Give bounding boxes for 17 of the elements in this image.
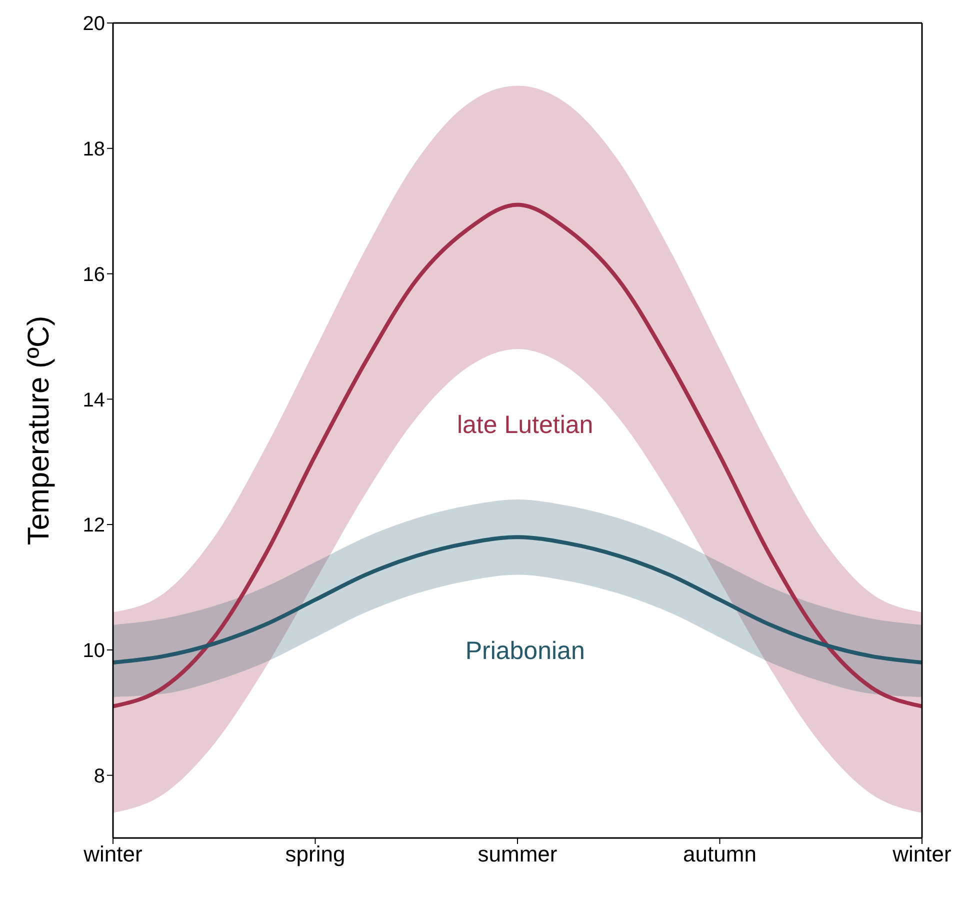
- y-tick-label: 18: [82, 138, 105, 160]
- y-tick-label: 10: [82, 640, 105, 662]
- y-tick-label: 16: [82, 264, 105, 286]
- y-tick-label: 12: [82, 514, 105, 537]
- x-tick-label: autumn: [683, 842, 756, 867]
- y-tick-label: 14: [82, 389, 105, 412]
- line-series: [113, 202, 922, 708]
- line-series: [113, 535, 922, 664]
- x-tick-label: spring: [285, 842, 346, 867]
- x-tick-label: winter: [82, 842, 142, 867]
- text: late Lutetian: [456, 411, 594, 440]
- x-tick-label: winter: [892, 842, 952, 867]
- y-tick-label: 20: [82, 13, 105, 36]
- y-tick-label: 8: [94, 765, 105, 788]
- x-tick-label: summer: [478, 842, 558, 867]
- text: Priabonian: [465, 636, 585, 665]
- y-axis-title: Temperature (ºC): [22, 316, 56, 546]
